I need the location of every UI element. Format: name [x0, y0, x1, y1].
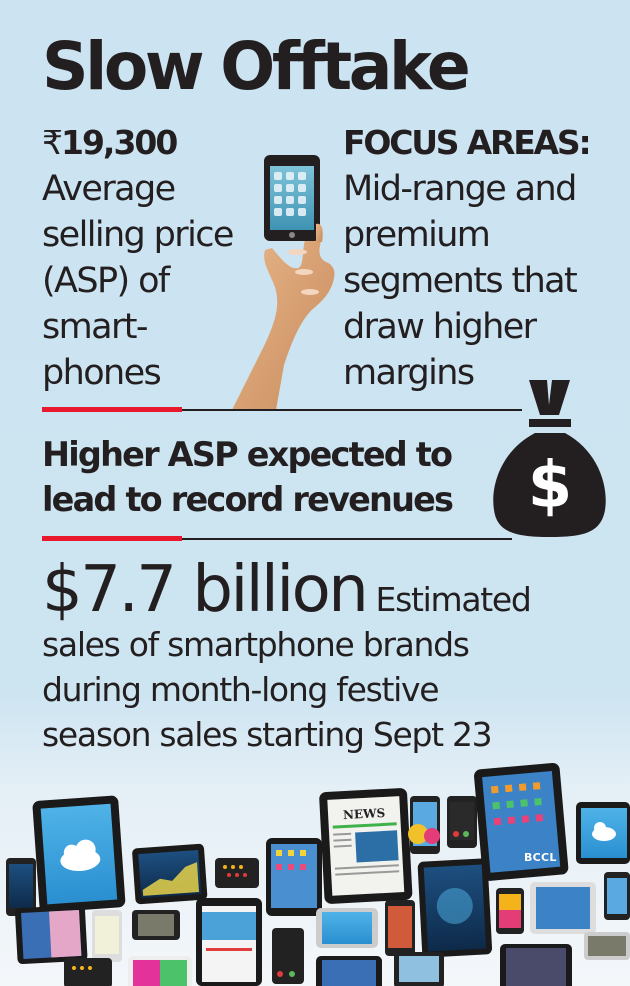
asp-amount: 19,300	[61, 123, 178, 162]
rupee-symbol: ₹	[42, 123, 63, 162]
sales-estimate: $7.7 billion Estimated sales of smartpho…	[42, 558, 602, 757]
sales-line: season sales starting Sept 23	[42, 715, 493, 754]
sales-line: during month-long festive	[42, 670, 440, 709]
divider-bottom	[42, 536, 512, 541]
focus-line: draw higher	[343, 307, 537, 347]
asp-line: smart-	[42, 307, 149, 347]
page-title: Slow Offtake	[42, 28, 471, 105]
divider-top	[42, 407, 522, 412]
sales-line: sales of smartphone brands	[42, 625, 470, 664]
focus-line: segments that	[343, 261, 578, 301]
sales-lead-in: Estimated	[375, 580, 532, 619]
asp-line: Average	[42, 169, 176, 209]
headline-line: lead to record revenues	[42, 480, 454, 519]
asp-description: Average selling price (ASP) of smart- ph…	[42, 166, 272, 396]
headline-line: Higher ASP expected to	[42, 435, 453, 474]
divider-accent	[42, 407, 182, 412]
asp-line: selling price	[42, 215, 234, 255]
asp-line: (ASP) of	[42, 261, 170, 301]
focus-line: margins	[343, 353, 475, 393]
svg-text:$: $	[528, 449, 573, 523]
hand-holding-smartphone-icon	[232, 155, 335, 410]
photo-credit: BCCL	[524, 851, 557, 864]
divider-accent	[42, 536, 182, 541]
asp-value: ₹19,300	[42, 123, 178, 162]
assorted-tablets-and-phones-illustration: NEWS	[6, 762, 630, 986]
asp-line: phones	[42, 353, 162, 393]
focus-description: Mid-range and premium segments that draw…	[343, 166, 630, 396]
focus-line: Mid-range and	[343, 169, 577, 209]
focus-heading: FOCUS AREAS:	[343, 123, 592, 162]
svg-text:NEWS: NEWS	[343, 806, 386, 822]
money-bag-dollar-icon: $	[493, 380, 606, 537]
headline: Higher ASP expected to lead to record re…	[42, 432, 482, 522]
sales-amount: $7.7 billion	[42, 553, 369, 627]
focus-line: premium	[343, 215, 491, 255]
